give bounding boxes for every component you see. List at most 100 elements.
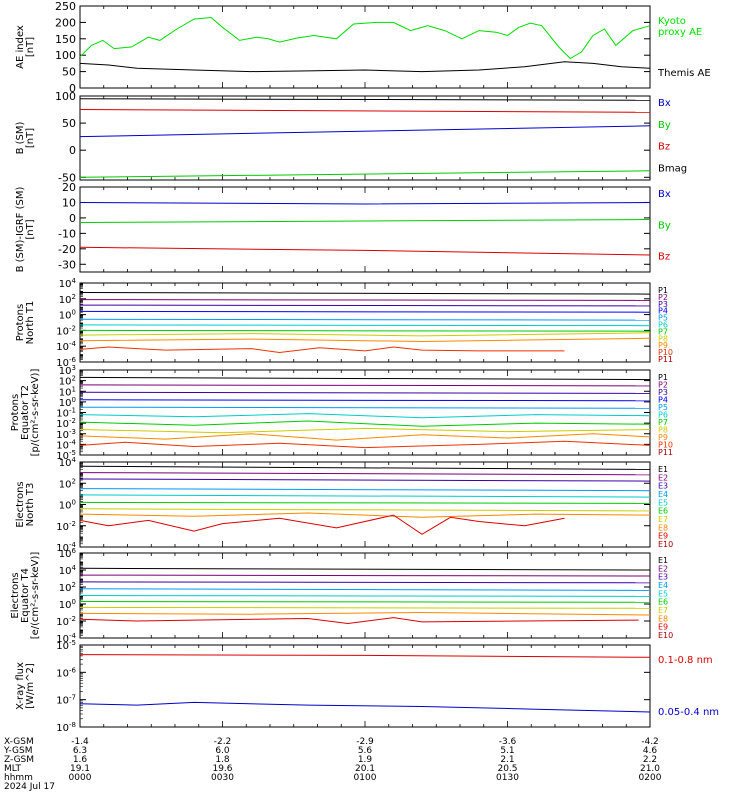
legend-entry: E1 bbox=[658, 465, 668, 474]
legend-entry: 0.05-0.4 nm bbox=[658, 707, 719, 718]
legend-entry: By bbox=[658, 120, 671, 131]
y-tick-label: -10 bbox=[58, 227, 76, 240]
x-axis-row-value: 1.6 bbox=[73, 755, 88, 765]
y-tick-label: 104 bbox=[59, 456, 77, 469]
y-tick-label: 10 bbox=[62, 196, 76, 209]
legend-entry: P3 bbox=[658, 388, 668, 397]
x-axis-row-value: -2.2 bbox=[214, 737, 232, 747]
series-line-e6 bbox=[79, 601, 651, 603]
legend-entry: P10 bbox=[658, 441, 673, 450]
x-axis-row-value: 4.6 bbox=[643, 746, 658, 756]
y-tick-label: 102 bbox=[59, 477, 76, 490]
x-axis-date: 2024 Jul 17 bbox=[4, 782, 55, 792]
y-axis-label: North T3 bbox=[25, 483, 36, 527]
legend-entry: E7 bbox=[658, 606, 668, 615]
legend-entry: P6 bbox=[658, 411, 668, 420]
x-axis-row-value: 2.2 bbox=[643, 755, 657, 765]
x-axis-row-value: 0100 bbox=[354, 773, 377, 783]
series-line-p4 bbox=[79, 399, 651, 402]
series-line-p3 bbox=[79, 391, 651, 394]
series-line-e5 bbox=[79, 494, 651, 498]
panel-frame bbox=[79, 369, 651, 456]
y-tick-label: -30 bbox=[58, 258, 76, 271]
series-line-e2 bbox=[79, 574, 651, 577]
y-tick-label: -50 bbox=[58, 171, 76, 184]
y-axis-label: [nT] bbox=[25, 37, 36, 57]
series-line-p8 bbox=[79, 332, 651, 337]
x-axis-row-value: 20.1 bbox=[355, 764, 375, 774]
legend-entry: E5 bbox=[658, 498, 668, 507]
series-line-p7 bbox=[79, 420, 651, 427]
legend-entry: P1 bbox=[658, 373, 668, 382]
legend-entry: E10 bbox=[658, 631, 673, 640]
legend-entry: P11 bbox=[658, 355, 673, 364]
series-line-e7 bbox=[79, 508, 651, 512]
y-tick-label: 0 bbox=[69, 212, 76, 225]
legend-entry: P7 bbox=[658, 327, 668, 336]
legend-entry: E6 bbox=[658, 598, 668, 607]
legend-entry: P9 bbox=[658, 433, 668, 442]
panel-frame bbox=[79, 5, 651, 89]
panel-xray: 10-8 10-7 10-6 10-5 X-ray flux [W/m^2] 0.1-0.8… bbox=[15, 639, 719, 734]
y-axis-label: B (SM) bbox=[15, 121, 26, 154]
y-tick-label: 10-7 bbox=[56, 694, 76, 707]
x-axis-row-value: 5.6 bbox=[358, 746, 373, 756]
legend-entry: E10 bbox=[658, 540, 673, 549]
legend-entry: E2 bbox=[658, 473, 668, 482]
y-tick-label: 104 bbox=[59, 564, 77, 577]
y-axis-label: Protons bbox=[10, 394, 21, 431]
y-tick-label: 10-2 bbox=[56, 324, 76, 337]
y-axis-label: [e/(cm²-s-sr-keV)] bbox=[30, 552, 41, 640]
series-line-bz bbox=[79, 109, 651, 113]
panel-frame bbox=[79, 644, 651, 728]
series-line-e2 bbox=[79, 472, 651, 476]
y-tick-label: 100 bbox=[59, 309, 76, 322]
x-axis-row-value: 0130 bbox=[496, 773, 519, 783]
y-axis-label: Electrons bbox=[15, 481, 26, 527]
series-line-by bbox=[79, 170, 651, 178]
series-line-e5 bbox=[79, 595, 651, 597]
series-line-e9 bbox=[79, 617, 639, 625]
series-line-p1 bbox=[79, 292, 651, 295]
legend-entry: P10 bbox=[658, 348, 673, 357]
series-line-p8 bbox=[79, 427, 651, 434]
legend-entry: E5 bbox=[658, 589, 668, 598]
y-tick-label: 100 bbox=[55, 90, 76, 103]
x-axis-row-value: 5.1 bbox=[500, 746, 514, 756]
legend-entry: P2 bbox=[658, 293, 668, 302]
y-axis-label: Electrons bbox=[10, 572, 21, 618]
y-tick-label: 102 bbox=[59, 293, 76, 306]
legend-entry: P7 bbox=[658, 418, 668, 427]
legend-entry: P4 bbox=[658, 307, 668, 316]
series-line-e3 bbox=[79, 581, 651, 584]
y-axis-label: Equator T2 bbox=[20, 385, 31, 440]
x-axis-row-value: 0030 bbox=[211, 773, 234, 783]
y-axis-label: Protons bbox=[15, 304, 26, 341]
legend-entry: E3 bbox=[658, 482, 668, 491]
y-tick-label: 10-5 bbox=[56, 639, 76, 652]
series-line-p5 bbox=[79, 406, 651, 409]
legend-entry: P8 bbox=[658, 426, 668, 435]
x-axis-row-label: Y-GSM bbox=[3, 746, 32, 756]
legend-entry: P8 bbox=[658, 334, 668, 343]
y-axis-label: [nT] bbox=[25, 128, 36, 148]
legend-entry: Bx bbox=[658, 98, 671, 109]
x-axis-row-value: 6.0 bbox=[215, 746, 230, 756]
series-line-e8 bbox=[79, 512, 651, 518]
y-tick-label: 100 bbox=[59, 598, 76, 611]
legend-entry: E4 bbox=[658, 581, 668, 590]
series-line-bz bbox=[79, 246, 651, 256]
x-axis-row-value: 6.3 bbox=[73, 746, 87, 756]
legend-entry: Bz bbox=[658, 142, 670, 153]
legend-entry: proxy AE bbox=[658, 27, 702, 38]
legend-entry: E2 bbox=[658, 564, 668, 573]
series-line-bmag bbox=[79, 98, 651, 101]
series-line-p2 bbox=[79, 384, 651, 387]
panel-b_sm: -50 0 50 100 B (SM) [nT] Bx By Bz Bmag bbox=[15, 90, 687, 184]
legend-entry: Kyoto bbox=[658, 16, 686, 27]
series-line-p2 bbox=[79, 299, 651, 301]
